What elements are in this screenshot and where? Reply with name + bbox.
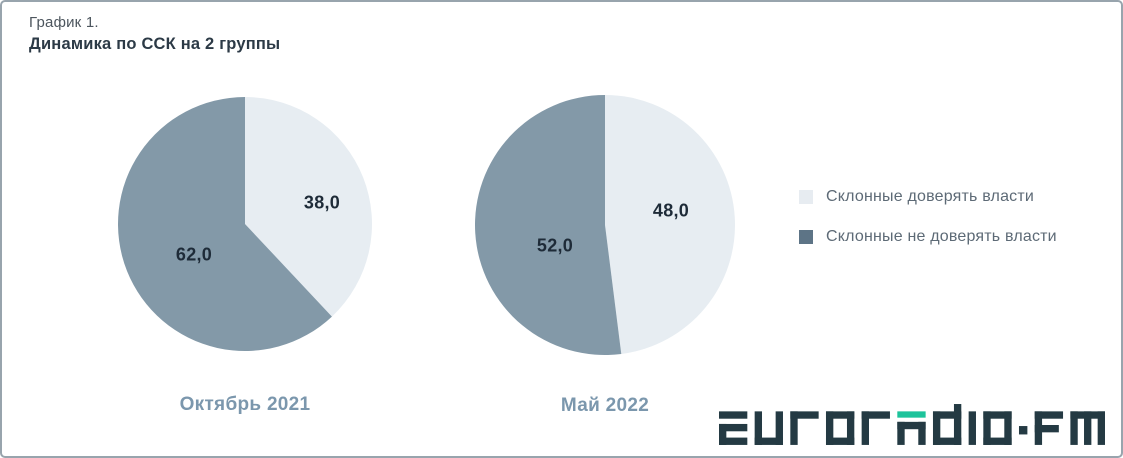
value-label-trust: 38,0 <box>303 192 341 213</box>
legend-swatch-trust-icon <box>799 190 813 204</box>
pie-slice <box>245 97 372 317</box>
legend-item-trust: Склонные доверять власти <box>799 188 1057 206</box>
chart-title: Динамика по ССК на 2 группы <box>29 35 281 53</box>
pie-chart-october-2021 <box>117 97 372 351</box>
euroradio-fm-logo <box>719 404 1105 445</box>
legend-swatch-distrust-icon <box>799 230 813 244</box>
value-label-distrust: 52,0 <box>536 235 574 256</box>
pie-october-2021: 38,0 62,0 Октябрь 2021 <box>115 94 375 415</box>
figure-label: График 1. <box>29 14 99 31</box>
value-label-trust: 48,0 <box>652 200 690 221</box>
pie-slice <box>605 95 735 354</box>
legend-label-distrust: Склонные не доверять власти <box>826 228 1057 245</box>
pie-caption-may-2022: Май 2022 <box>560 395 650 416</box>
chart-titles: График 1. Динамика по ССК на 2 группы <box>29 13 280 55</box>
pie-slice <box>117 97 332 351</box>
pie-chart-may-2022 <box>475 95 735 355</box>
logo-accent-bar <box>897 411 926 418</box>
value-label-distrust: 62,0 <box>175 244 213 265</box>
legend-label-trust: Склонные доверять власти <box>826 188 1035 205</box>
legend: Склонные доверять власти Склонные не дов… <box>799 188 1057 246</box>
pie-caption-october-2021: Октябрь 2021 <box>179 394 311 415</box>
pie-may-2022: 48,0 52,0 Май 2022 <box>475 95 735 416</box>
pie-slice <box>475 95 622 355</box>
legend-item-distrust: Склонные не доверять власти <box>799 228 1057 246</box>
